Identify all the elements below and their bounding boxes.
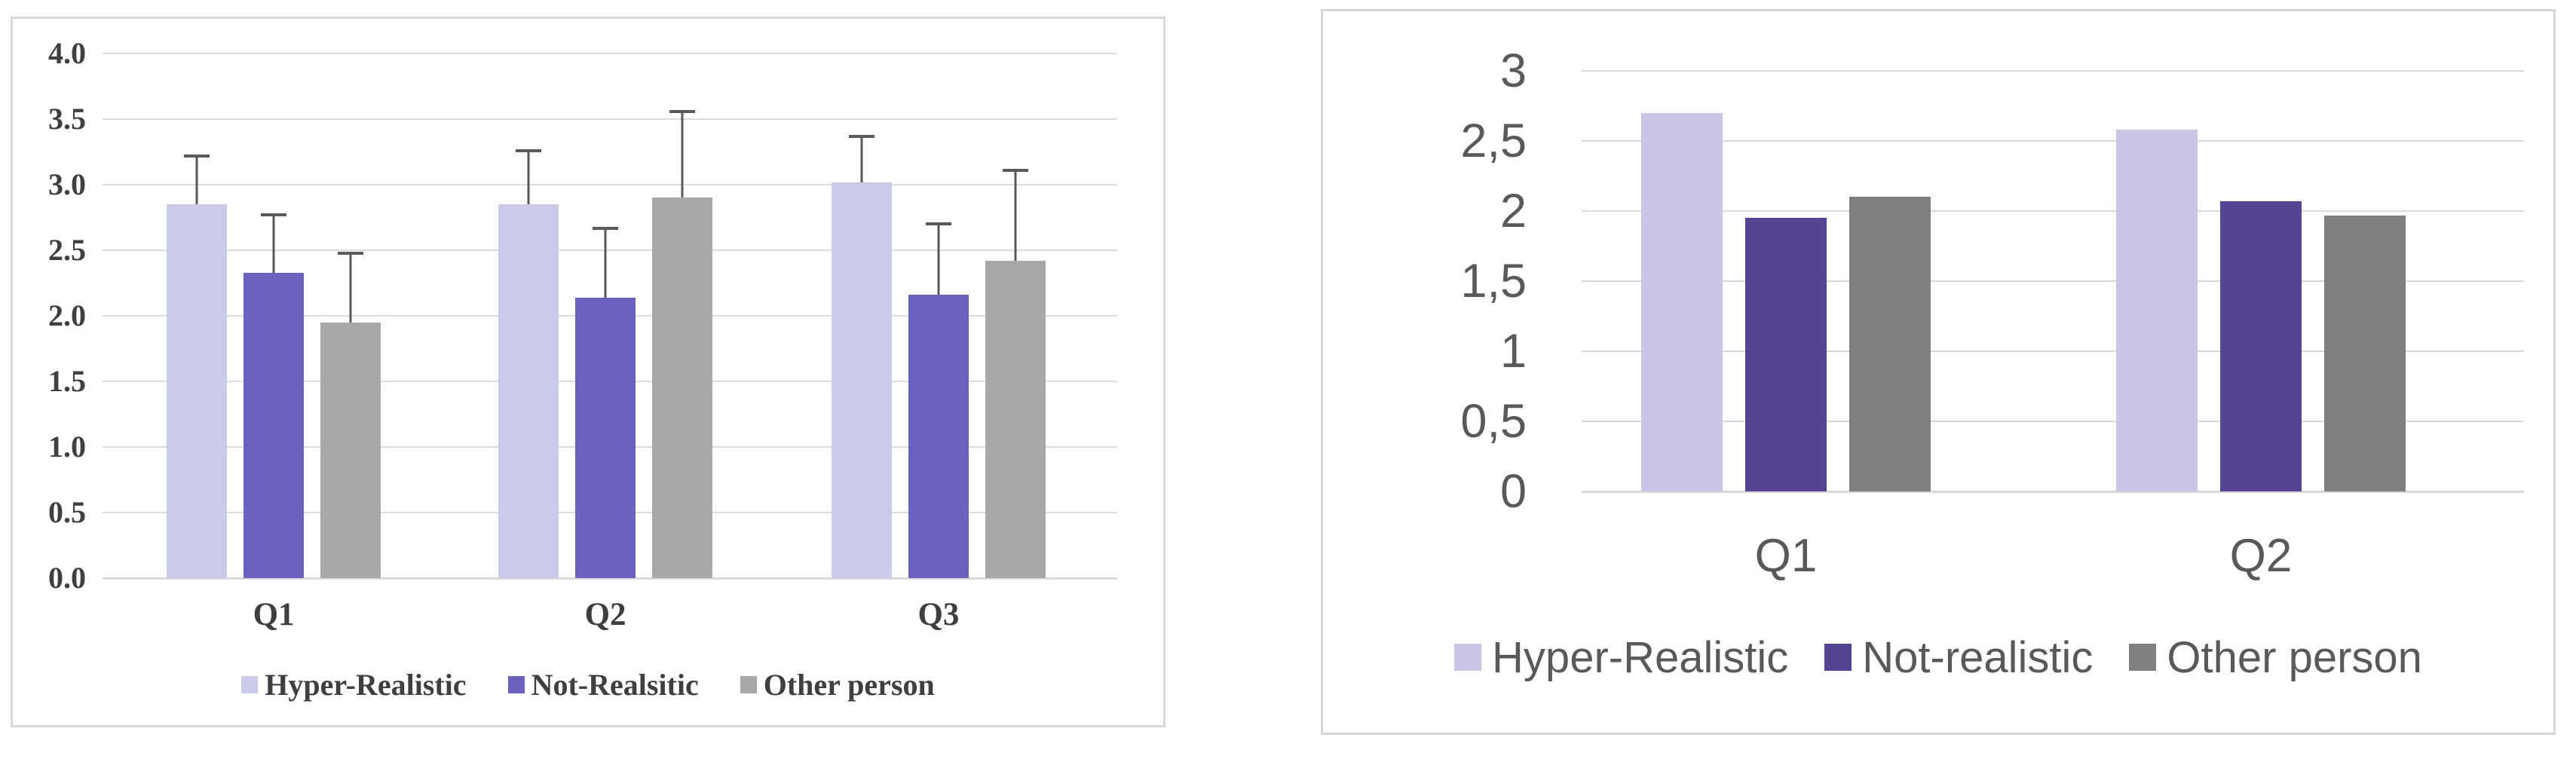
y-axis-tick-label: 2.0 xyxy=(48,298,86,332)
error-bar-line xyxy=(681,109,684,198)
y-axis-tick-label: 1,5 xyxy=(1460,255,1527,308)
y-axis-tick-label: 0.5 xyxy=(48,495,86,529)
legend-label: Other person xyxy=(2167,632,2422,682)
error-bar-line xyxy=(349,251,352,323)
error-bar xyxy=(338,251,364,323)
gridline xyxy=(1582,70,2524,72)
y-axis-tick-label: 0,5 xyxy=(1460,395,1527,448)
x-axis-category-label: Q3 xyxy=(917,597,960,632)
error-bar-cap xyxy=(925,222,951,226)
legend-color-swatch xyxy=(507,675,525,693)
bar-q2-other-person xyxy=(2324,215,2406,491)
bar-q1-not-realsitic xyxy=(244,272,305,578)
legend-color-swatch xyxy=(740,675,757,693)
y-axis-tick-label: 3.5 xyxy=(48,102,86,136)
bar-q1-hyper-realistic xyxy=(167,204,228,578)
x-axis-category-label: Q1 xyxy=(1754,530,1818,582)
legend-label: Not-Realsitic xyxy=(531,667,699,702)
error-bar-cap xyxy=(516,149,542,153)
legend-item-other-person: Other person xyxy=(740,667,935,702)
error-bar xyxy=(261,213,287,273)
bar-q2-not-realsitic xyxy=(575,297,636,578)
error-bar xyxy=(1002,169,1028,261)
error-bar-cap xyxy=(184,154,210,158)
chart-legend: Hyper-Realistic Not-Realsitic Other person xyxy=(13,667,1163,702)
legend-color-swatch xyxy=(1824,644,1852,671)
error-bar-line xyxy=(1014,169,1017,261)
x-axis-category-label: Q2 xyxy=(584,597,626,632)
right-bar-chart-panel: 3 2,5 2 1,5 1 0,5 0 Q1 Q2 Hyper-Realistic Not-real… xyxy=(1321,9,2556,735)
gridline xyxy=(1582,210,2524,212)
error-bar xyxy=(593,226,619,298)
bar-q1-not-realistic xyxy=(1745,218,1827,491)
error-bar-cap xyxy=(669,109,696,113)
gridline xyxy=(1582,350,2524,352)
plot-area xyxy=(1582,70,2524,493)
error-bar xyxy=(184,154,210,205)
bar-q3-hyper-realistic xyxy=(831,182,892,578)
gridline xyxy=(103,249,1117,251)
y-axis-tick-label: 1 xyxy=(1499,325,1527,378)
bar-q1-other-person xyxy=(320,322,381,578)
legend-item-hyper-realistic: Hyper-Realistic xyxy=(241,667,467,702)
bar-q2-not-realistic xyxy=(2220,200,2302,491)
error-bar-cap xyxy=(593,226,619,230)
gridline xyxy=(103,118,1117,120)
gridline xyxy=(1582,140,2524,142)
x-axis-line xyxy=(1582,491,2524,493)
legend-item-hyper-realistic: Hyper-Realistic xyxy=(1454,632,1788,683)
bar-q2-other-person xyxy=(652,197,713,578)
y-axis-tick-label: 3.0 xyxy=(48,167,86,201)
y-axis-tick-label: 0 xyxy=(1499,465,1527,518)
error-bar-line xyxy=(527,149,530,205)
error-bar-line xyxy=(272,213,275,273)
error-bar-line xyxy=(860,134,863,182)
y-axis-tick-label: 0.0 xyxy=(48,561,86,595)
bar-q2-hyper-realistic xyxy=(2116,130,2198,491)
legend-item-other-person: Other person xyxy=(2129,632,2422,683)
error-bar xyxy=(516,149,542,205)
error-bar-cap xyxy=(848,134,874,138)
error-bar xyxy=(848,134,874,182)
legend-label: Not-realistic xyxy=(1862,632,2094,682)
x-axis-category-label: Q2 xyxy=(2229,530,2293,582)
error-bar xyxy=(925,222,951,295)
legend-label: Hyper-Realistic xyxy=(1492,632,1789,682)
bar-q2-hyper-realistic xyxy=(498,204,559,578)
gridline xyxy=(1582,280,2524,282)
bar-q3-other-person xyxy=(985,260,1046,578)
bar-q1-other-person xyxy=(1849,197,1931,491)
x-axis-category-label: Q1 xyxy=(253,597,295,632)
y-axis-tick-label: 1.0 xyxy=(48,430,86,464)
gridline xyxy=(1582,421,2524,422)
y-axis-tick-label: 2 xyxy=(1499,185,1527,237)
gridline xyxy=(103,53,1117,54)
error-bar-line xyxy=(937,222,940,295)
y-axis-tick-label: 3 xyxy=(1499,44,1527,97)
plot-area xyxy=(103,53,1117,580)
error-bar xyxy=(669,109,696,198)
left-bar-chart-panel: 4.0 3.5 3.0 2.5 2.0 1.5 1.0 0.5 0.0 Q1 Q2 Q3 Hyper-R… xyxy=(11,17,1165,727)
y-axis-tick-label: 4.0 xyxy=(48,36,86,70)
y-axis-tick-label: 2.5 xyxy=(48,233,86,267)
x-axis-line xyxy=(103,577,1117,580)
bar-q1-hyper-realistic xyxy=(1641,112,1723,491)
legend-color-swatch xyxy=(241,675,259,693)
error-bar-cap xyxy=(338,251,364,255)
error-bar-line xyxy=(195,154,198,205)
bar-q3-not-realsitic xyxy=(908,295,969,578)
y-axis-tick-label: 1.5 xyxy=(48,364,86,398)
error-bar-cap xyxy=(261,213,287,217)
error-bar-line xyxy=(604,226,607,298)
error-bar-cap xyxy=(1002,169,1028,173)
legend-color-swatch xyxy=(1454,644,1482,671)
gridline xyxy=(103,184,1117,185)
legend-label: Hyper-Realistic xyxy=(265,667,467,702)
legend-color-swatch xyxy=(2129,644,2157,671)
chart-legend: Hyper-Realistic Not-realistic Other person xyxy=(1323,632,2553,683)
legend-item-not-realistic: Not-realistic xyxy=(1824,632,2093,683)
legend-item-not-realsitic: Not-Realsitic xyxy=(507,667,699,702)
y-axis-tick-label: 2,5 xyxy=(1460,115,1527,167)
legend-label: Other person xyxy=(763,667,935,702)
